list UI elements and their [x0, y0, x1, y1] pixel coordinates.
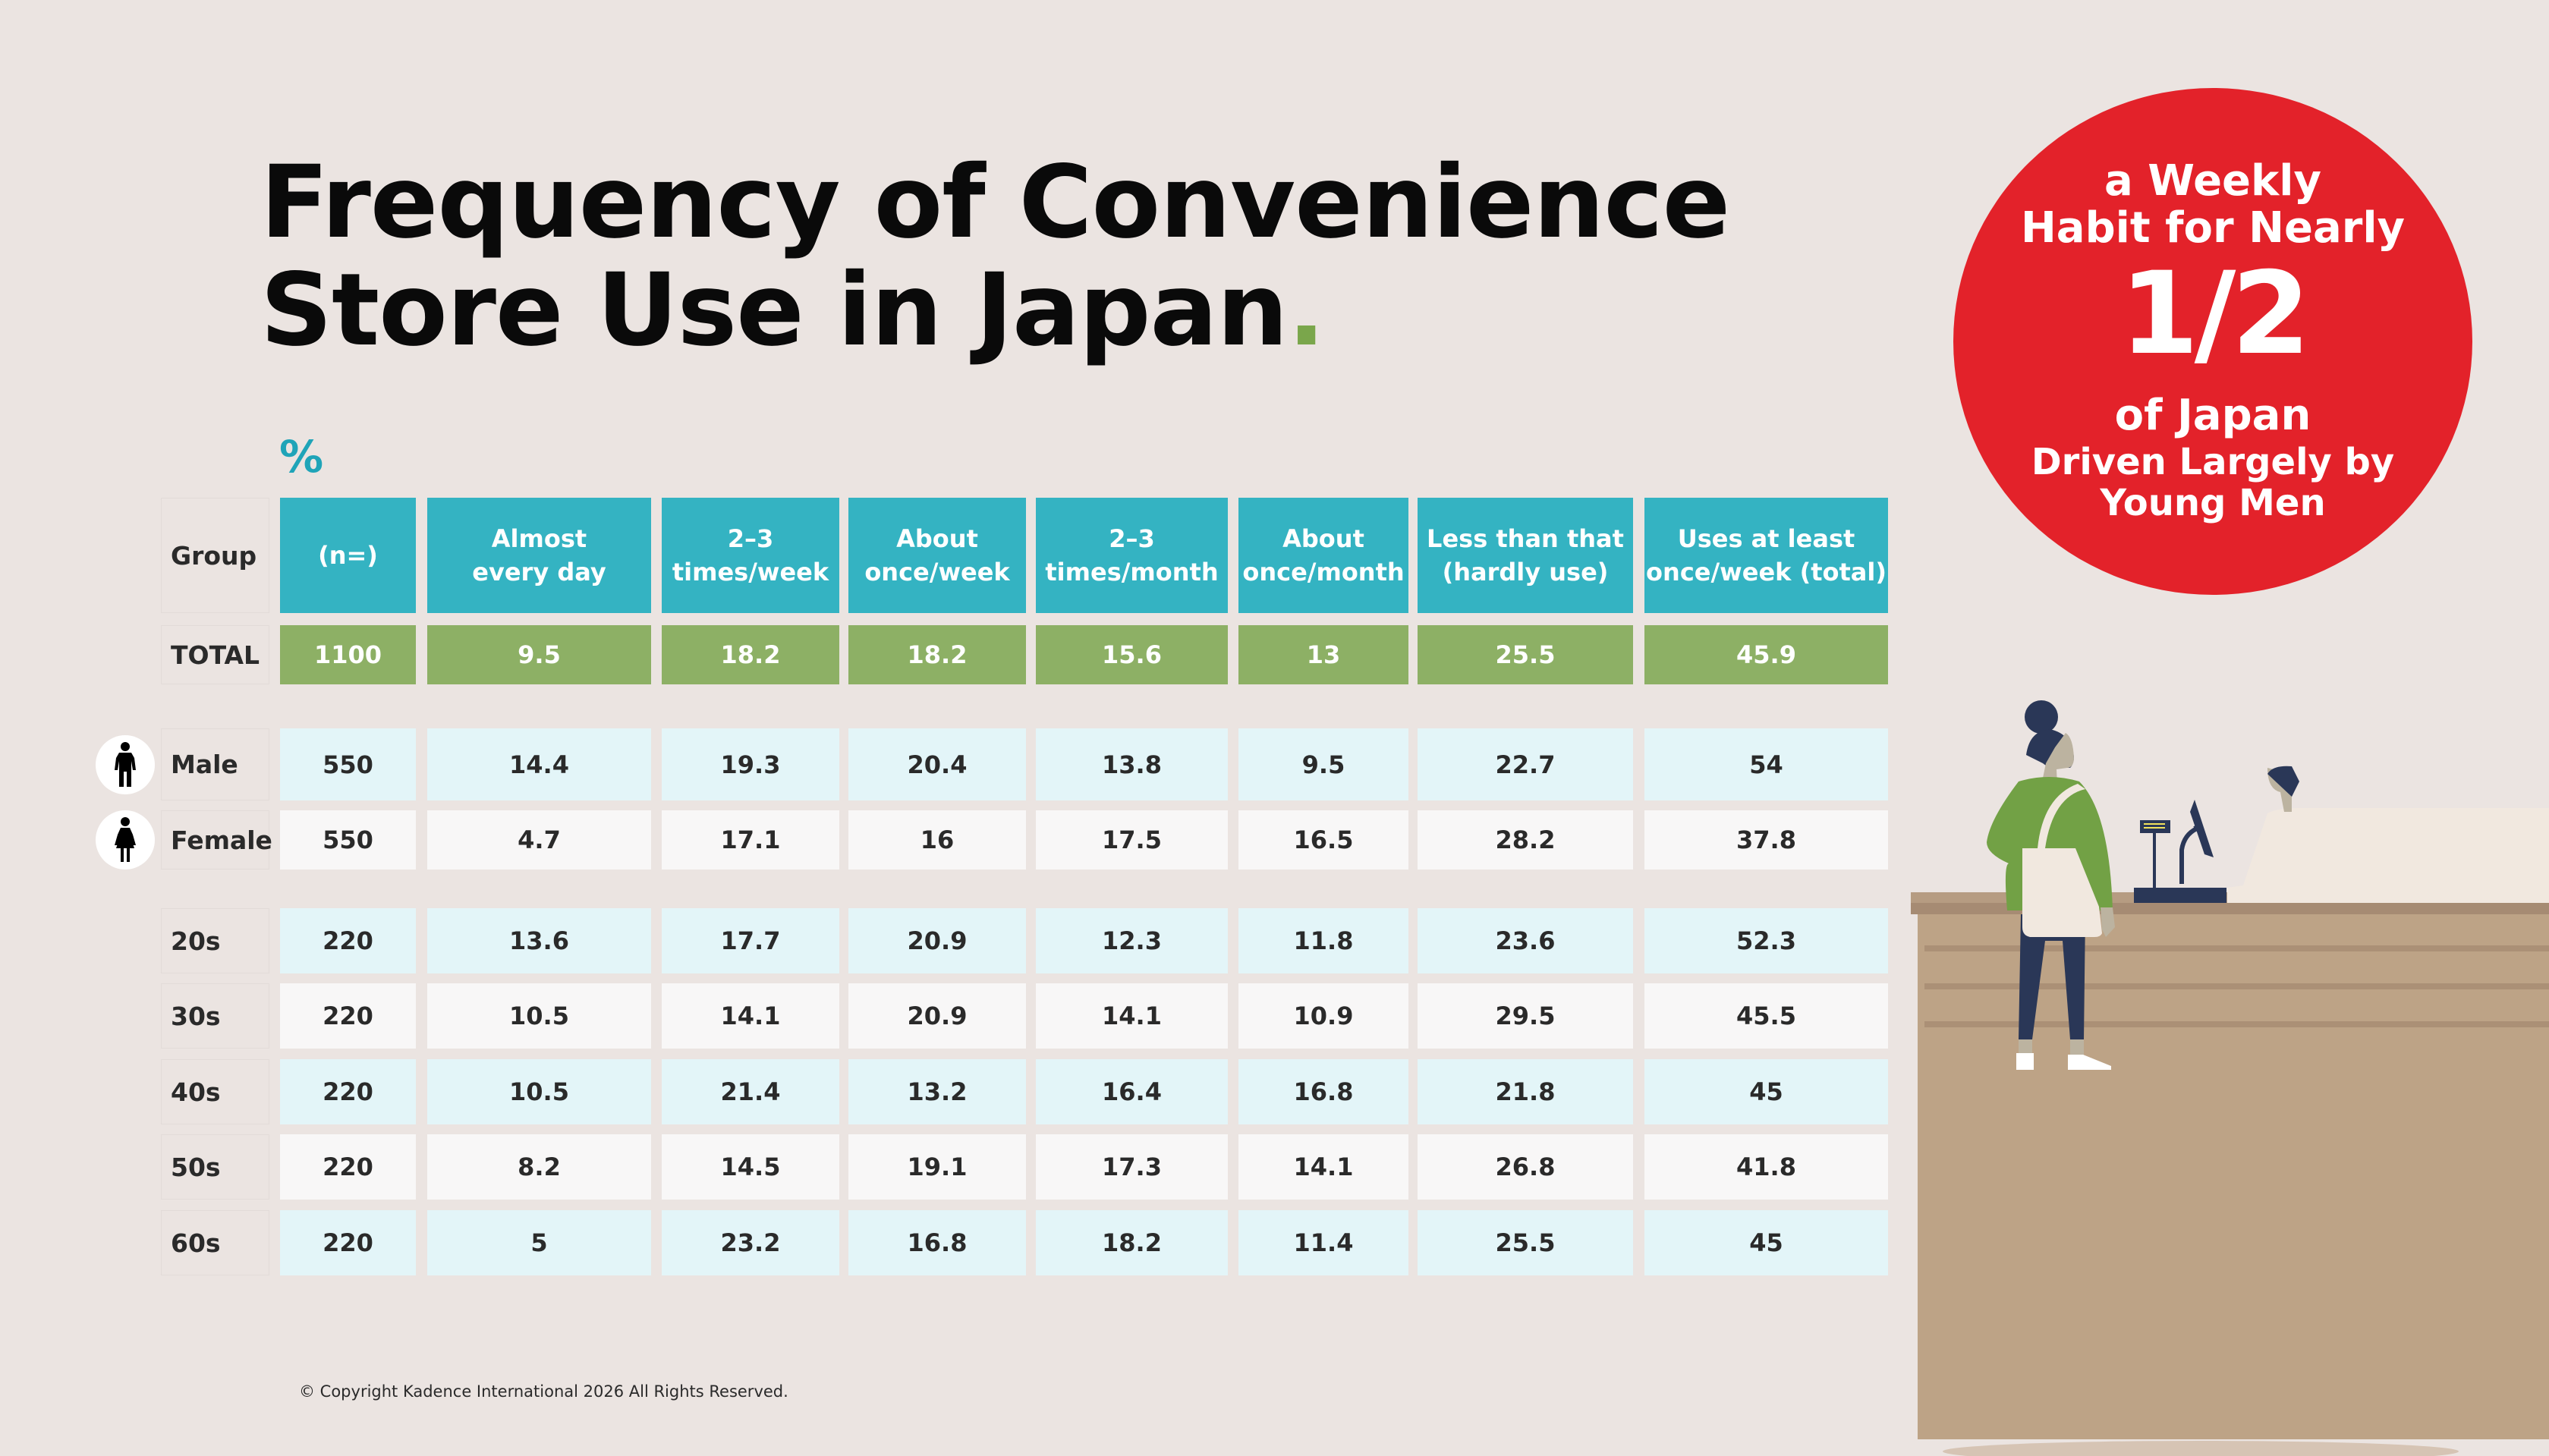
row-label-female: Female — [161, 810, 272, 870]
data-cell: 23.6 — [1418, 908, 1633, 973]
row-label-total: TOTAL — [161, 625, 269, 684]
total-cell: 45.9 — [1644, 625, 1888, 684]
row-label-50s: 50s — [161, 1134, 269, 1200]
data-cell: 14.1 — [1036, 983, 1228, 1049]
data-cell: 20.9 — [848, 908, 1026, 973]
data-cell: 37.8 — [1644, 810, 1888, 870]
page-title: Frequency of Convenience Store Use in Jap… — [260, 149, 1730, 364]
data-cell: 220 — [280, 1134, 416, 1200]
data-cell: 16.4 — [1036, 1059, 1228, 1124]
data-cell: 10.9 — [1238, 983, 1408, 1049]
data-cell: 13.6 — [427, 908, 651, 973]
title-accent-dot: . — [1287, 252, 1326, 369]
data-cell: 17.5 — [1036, 810, 1228, 870]
data-cell: 22.7 — [1418, 728, 1633, 800]
data-cell: 220 — [280, 1210, 416, 1275]
data-cell: 550 — [280, 810, 416, 870]
data-cell: 14.5 — [662, 1134, 839, 1200]
data-cell: 17.7 — [662, 908, 839, 973]
total-cell: 18.2 — [848, 625, 1026, 684]
data-cell: 45 — [1644, 1210, 1888, 1275]
data-cell: 21.8 — [1418, 1059, 1633, 1124]
copyright-footer: © Copyright Kadence International 2026 A… — [299, 1382, 788, 1401]
data-cell: 13.2 — [848, 1059, 1026, 1124]
data-cell: 220 — [280, 908, 416, 973]
data-cell: 11.4 — [1238, 1210, 1408, 1275]
group-header: Group — [161, 498, 269, 613]
data-cell: 54 — [1644, 728, 1888, 800]
callout-line-of-japan: of Japan — [2114, 391, 2311, 440]
column-header: About once/week — [848, 498, 1026, 613]
data-cell: 13.8 — [1036, 728, 1228, 800]
row-label-male: Male — [161, 728, 269, 800]
data-cell: 16.8 — [848, 1210, 1026, 1275]
total-cell: 9.5 — [427, 625, 651, 684]
row-label-40s: 40s — [161, 1059, 269, 1124]
total-cell: 18.2 — [662, 625, 839, 684]
data-cell: 8.2 — [427, 1134, 651, 1200]
data-cell: 14.4 — [427, 728, 651, 800]
data-cell: 21.4 — [662, 1059, 839, 1124]
data-cell: 14.1 — [1238, 1134, 1408, 1200]
data-cell: 26.8 — [1418, 1134, 1633, 1200]
column-header: (n=) — [280, 498, 416, 613]
row-label-30s: 30s — [161, 983, 269, 1049]
checkout-counter-illustration — [1911, 700, 2549, 1456]
data-cell: 16.5 — [1238, 810, 1408, 870]
column-header: 2–3 times/week — [662, 498, 839, 613]
data-cell: 19.3 — [662, 728, 839, 800]
data-cell: 9.5 — [1238, 728, 1408, 800]
data-cell: 52.3 — [1644, 908, 1888, 973]
title-line-1: Frequency of Convenience — [260, 144, 1730, 261]
data-cell: 45.5 — [1644, 983, 1888, 1049]
data-cell: 14.1 — [662, 983, 839, 1049]
callout-bottom-text: Driven Largely by Young Men — [2031, 441, 2395, 524]
data-cell: 41.8 — [1644, 1134, 1888, 1200]
data-cell: 25.5 — [1418, 1210, 1633, 1275]
column-header: Almost every day — [427, 498, 651, 613]
data-cell: 220 — [280, 1059, 416, 1124]
callout-big-number: 1/2 — [2119, 248, 2311, 380]
row-label-60s: 60s — [161, 1210, 269, 1275]
data-cell: 23.2 — [662, 1210, 839, 1275]
column-header: About once/month — [1238, 498, 1408, 613]
data-cell: 28.2 — [1418, 810, 1633, 870]
column-header: 2–3 times/month — [1036, 498, 1228, 613]
data-cell: 19.1 — [848, 1134, 1026, 1200]
column-header: Uses at least once/week (total) — [1644, 498, 1888, 613]
data-cell: 45 — [1644, 1059, 1888, 1124]
data-cell: 20.4 — [848, 728, 1026, 800]
total-cell: 1100 — [280, 625, 416, 684]
male-person-icon — [96, 734, 155, 794]
column-header: Less than that (hardly use) — [1418, 498, 1633, 613]
data-cell: 16.8 — [1238, 1059, 1408, 1124]
data-cell: 220 — [280, 983, 416, 1049]
data-cell: 29.5 — [1418, 983, 1633, 1049]
callout-circle: a Weekly Habit for Nearly 1/2 of Japan Dr… — [1953, 88, 2472, 595]
data-cell: 550 — [280, 728, 416, 800]
total-cell: 13 — [1238, 625, 1408, 684]
data-cell: 17.1 — [662, 810, 839, 870]
row-label-20s: 20s — [161, 908, 269, 973]
data-cell: 11.8 — [1238, 908, 1408, 973]
unit-label: % — [279, 431, 324, 483]
callout-top-text: a Weekly Habit for Nearly — [2020, 156, 2406, 253]
data-cell: 10.5 — [427, 1059, 651, 1124]
female-person-icon — [96, 810, 155, 870]
data-cell: 16 — [848, 810, 1026, 870]
title-line-2: Store Use in Japan — [260, 252, 1289, 369]
data-cell: 17.3 — [1036, 1134, 1228, 1200]
data-cell: 4.7 — [427, 810, 651, 870]
data-cell: 10.5 — [427, 983, 651, 1049]
data-cell: 20.9 — [848, 983, 1026, 1049]
data-cell: 5 — [427, 1210, 651, 1275]
data-cell: 18.2 — [1036, 1210, 1228, 1275]
data-cell: 12.3 — [1036, 908, 1228, 973]
total-cell: 15.6 — [1036, 625, 1228, 684]
total-cell: 25.5 — [1418, 625, 1633, 684]
